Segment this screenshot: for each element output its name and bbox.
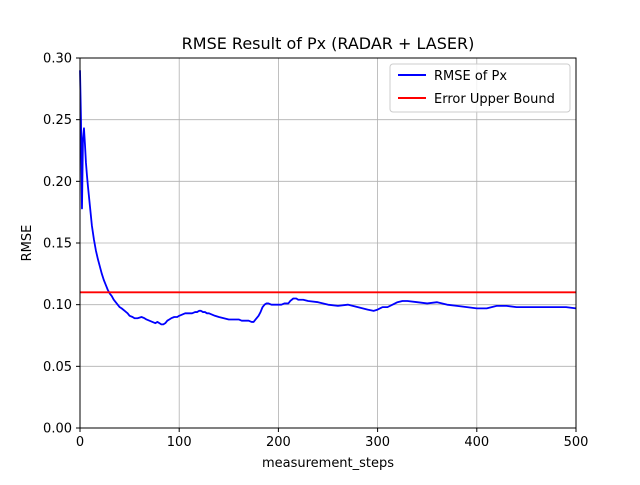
x-tick-label: 300 xyxy=(365,435,390,450)
x-axis-label: measurement_steps xyxy=(262,456,394,471)
axis-tick-labels: 0 100 200 300 400 500 0.00 0.05 0.10 0.15 0.20 0.25… xyxy=(43,52,588,451)
x-tick-label: 400 xyxy=(464,435,489,450)
series-group xyxy=(79,70,577,326)
axis-ticks xyxy=(76,57,577,432)
legend-label-rmse: RMSE of Px xyxy=(434,69,507,84)
legend-label-upper-bound: Error Upper Bound xyxy=(434,92,555,107)
y-tick-label: 0.25 xyxy=(43,113,72,128)
y-tick-label: 0.15 xyxy=(43,237,72,252)
x-tick-label: 200 xyxy=(266,435,291,450)
x-tick-label: 0 xyxy=(76,435,84,450)
legend-box xyxy=(389,63,571,113)
y-axis-label: RMSE xyxy=(20,225,35,262)
y-tick-label: 0.10 xyxy=(43,298,72,313)
x-tick-label: 500 xyxy=(564,435,589,450)
y-tick-label: 0.20 xyxy=(43,175,72,190)
legend: RMSE of Px Error Upper Bound xyxy=(389,63,571,113)
chart-title: RMSE Result of Px (RADAR + LASER) xyxy=(182,34,475,53)
y-tick-label: 0.05 xyxy=(43,360,72,375)
y-tick-label: 0.30 xyxy=(43,52,72,67)
x-tick-label: 100 xyxy=(167,435,192,450)
rmse-of-px-line xyxy=(79,70,577,326)
y-tick-label: 0.00 xyxy=(43,422,72,437)
